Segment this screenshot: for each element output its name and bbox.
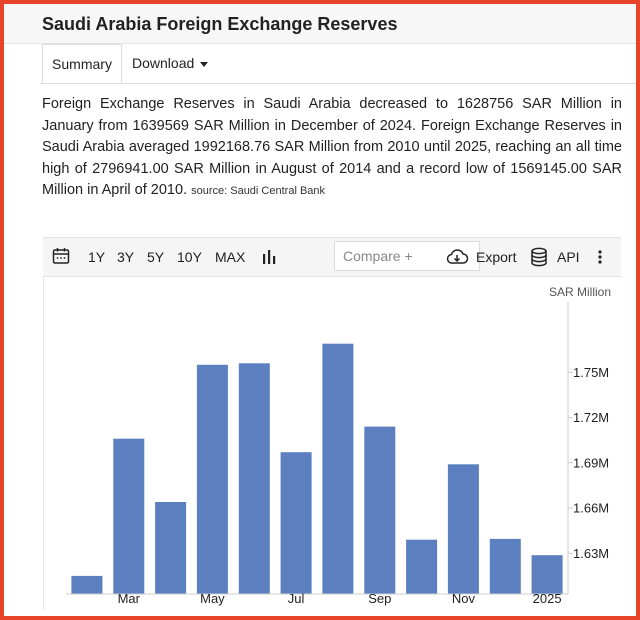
x-tick-label: Jul bbox=[288, 591, 305, 606]
calendar-icon[interactable] bbox=[52, 247, 70, 267]
bar-nov[interactable] bbox=[447, 464, 479, 594]
summary-text: Foreign Exchange Reserves in Saudi Arabi… bbox=[42, 96, 622, 198]
range-3y-button[interactable]: 3Y bbox=[117, 249, 135, 265]
x-tick-label: 2025 bbox=[533, 591, 562, 606]
range-max-button[interactable]: MAX bbox=[215, 249, 246, 265]
more-options-icon[interactable] bbox=[596, 248, 604, 266]
tab-summary[interactable]: Summary bbox=[42, 44, 122, 84]
summary-description: Foreign Exchange Reserves in Saudi Arabi… bbox=[42, 94, 622, 203]
tab-download-label: Download bbox=[132, 55, 195, 71]
bar-oct[interactable] bbox=[406, 539, 438, 594]
tab-download[interactable]: Download bbox=[132, 44, 209, 82]
compare-input[interactable] bbox=[334, 241, 480, 271]
bar-aug[interactable] bbox=[322, 343, 354, 594]
bar-jul[interactable] bbox=[280, 452, 312, 594]
chart-area: SAR Million Mar May Jul Sep Nov 2025 1.63M 1.6… bbox=[43, 276, 622, 610]
chart-toolbar: 1Y 3Y 5Y 10Y MAX Export API bbox=[43, 237, 621, 277]
bar-may[interactable] bbox=[196, 364, 228, 594]
y-tick-label: 1.72M bbox=[573, 410, 609, 425]
api-button[interactable]: API bbox=[557, 249, 580, 265]
tab-divider bbox=[40, 83, 636, 84]
y-tick-label: 1.63M bbox=[573, 546, 609, 561]
page-title: Saudi Arabia Foreign Exchange Reserves bbox=[42, 14, 398, 34]
x-tick-label: May bbox=[200, 591, 225, 606]
page-header: Saudi Arabia Foreign Exchange Reserves bbox=[4, 4, 636, 44]
bar-2025[interactable] bbox=[531, 555, 563, 594]
y-tick-label: 1.69M bbox=[573, 455, 609, 470]
y-tick-label: 1.75M bbox=[573, 365, 609, 380]
x-tick-label: Nov bbox=[452, 591, 476, 606]
x-tick-label: Sep bbox=[368, 591, 391, 606]
x-tick-label: Mar bbox=[118, 591, 141, 606]
range-1y-button[interactable]: 1Y bbox=[88, 249, 106, 265]
bar-feb[interactable] bbox=[71, 575, 103, 594]
bar-sep[interactable] bbox=[364, 426, 396, 594]
source-link[interactable]: source: Saudi Central Bank bbox=[191, 185, 326, 197]
chart-type-icon[interactable] bbox=[262, 248, 278, 266]
range-10y-button[interactable]: 10Y bbox=[177, 249, 202, 265]
bar-jun[interactable] bbox=[238, 363, 270, 594]
caret-down-icon bbox=[200, 61, 209, 67]
export-button[interactable]: Export bbox=[476, 249, 517, 265]
database-icon[interactable] bbox=[530, 247, 548, 267]
y-tick-label: 1.66M bbox=[573, 501, 609, 516]
bar-chart: SAR Million Mar May Jul Sep Nov 2025 1.63M 1.6… bbox=[66, 285, 611, 606]
unit-label: SAR Million bbox=[549, 285, 611, 299]
bar-mar[interactable] bbox=[113, 438, 145, 594]
range-5y-button[interactable]: 5Y bbox=[147, 249, 165, 265]
cloud-download-icon[interactable] bbox=[445, 248, 469, 266]
bar-apr[interactable] bbox=[155, 502, 187, 594]
bar-dec[interactable] bbox=[489, 538, 521, 594]
